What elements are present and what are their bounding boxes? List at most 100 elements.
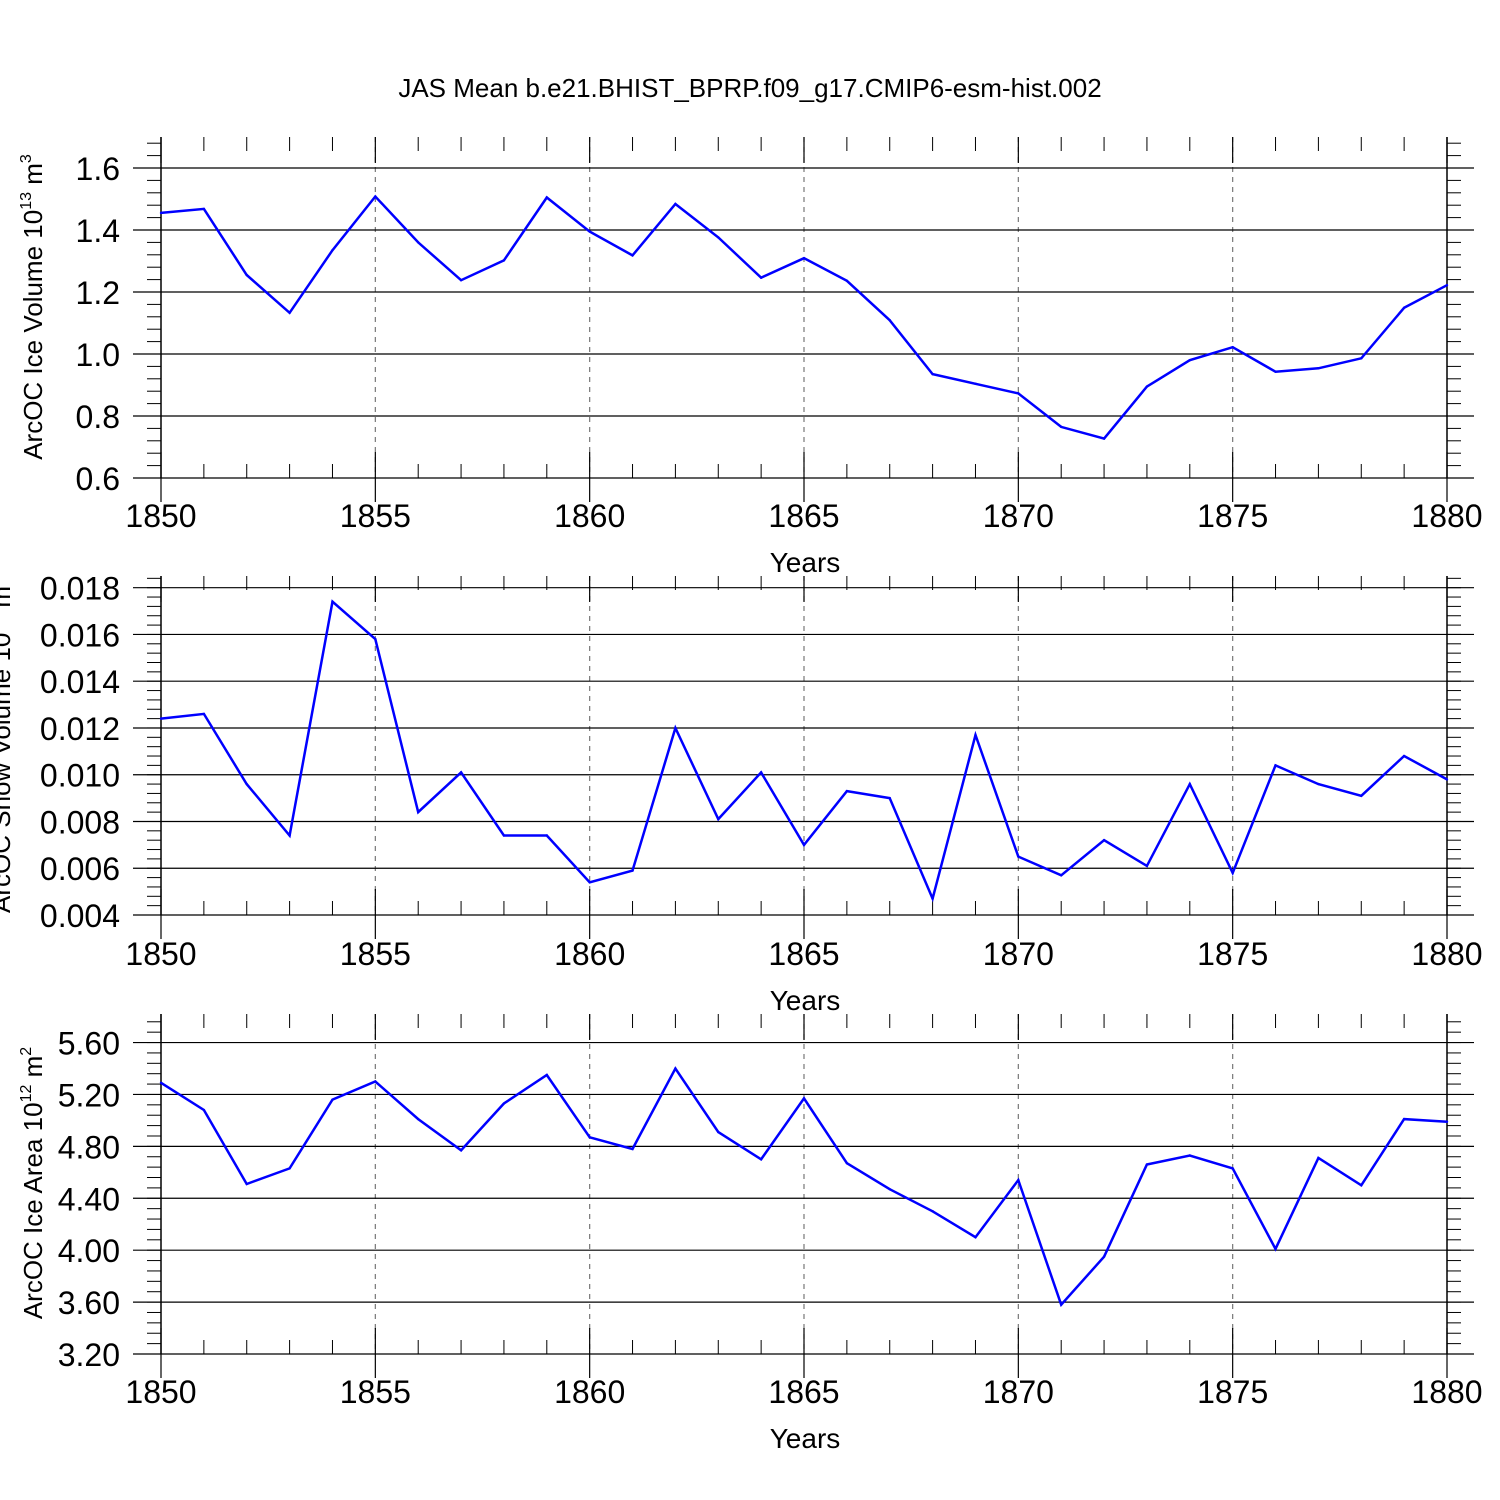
data-point [245, 782, 248, 786]
data-point [759, 771, 763, 774]
data-point [1017, 1178, 1020, 1182]
y-tick-label: 0.018 [40, 571, 120, 607]
data-point [1317, 367, 1320, 370]
x-tick-label: 1880 [1411, 498, 1482, 534]
data-point [631, 1147, 634, 1151]
data-point [1360, 1184, 1363, 1187]
y-tick-label: 0.010 [40, 758, 120, 794]
data-point [417, 810, 420, 814]
data-point [802, 1097, 806, 1100]
data-point [417, 241, 420, 244]
data-point [845, 789, 849, 793]
x-tick-label: 1870 [983, 936, 1054, 972]
y-tick-label: 4.00 [58, 1233, 120, 1269]
data-point [159, 717, 163, 720]
y-tick-label: 0.012 [40, 711, 120, 747]
data-point [1317, 1156, 1320, 1160]
data-point [545, 196, 548, 199]
data-point [1060, 1303, 1063, 1306]
y-axis-label-main: ArcOC Ice Volume 10 [18, 210, 48, 460]
data-point [374, 1080, 377, 1083]
x-tick-label: 1855 [340, 936, 411, 972]
data-point [717, 817, 720, 821]
data-point [1402, 754, 1406, 758]
data-point [502, 259, 506, 262]
data-point [888, 796, 891, 800]
data-point [974, 733, 977, 737]
data-point [1102, 437, 1106, 440]
x-tick-label: 1865 [768, 1374, 839, 1410]
data-point [459, 1149, 463, 1152]
y-tick-label: 4.80 [58, 1129, 120, 1165]
data-point [1445, 1120, 1449, 1123]
data-point [802, 843, 806, 847]
x-tick-label: 1870 [983, 1374, 1054, 1410]
x-tick-label: 1860 [554, 936, 625, 972]
y-tick-label: 3.20 [58, 1337, 120, 1373]
y-axis-label-exponent: 12 [18, 1085, 35, 1103]
x-tick-label: 1875 [1197, 1374, 1268, 1410]
data-point [717, 236, 720, 239]
data-point [1360, 794, 1363, 797]
y-axis-label-exponent: 13 [0, 615, 3, 633]
x-tick-label: 1880 [1411, 936, 1482, 972]
data-point [1274, 1247, 1277, 1251]
y-tick-label: 0.006 [40, 851, 120, 887]
x-axis-label: Years [770, 547, 841, 578]
data-point [331, 248, 334, 252]
data-point [1188, 359, 1192, 362]
data-point [545, 834, 548, 837]
data-point [288, 311, 291, 314]
data-point [202, 712, 206, 716]
data-point [417, 1117, 420, 1121]
data-point [631, 254, 634, 257]
data-point [245, 1182, 248, 1186]
data-point [888, 1187, 891, 1191]
panel-snow-volume: 0.004 0.006 0.008 0.010 0.012 0.014 0.016 0.018… [0, 571, 1483, 1016]
x-tick-label: 1855 [340, 498, 411, 534]
data-point [974, 1236, 977, 1239]
y-axis-label-unit: m [0, 586, 16, 615]
y-tick-label: 0.004 [40, 898, 120, 934]
y-tick-label: 0.014 [40, 664, 120, 700]
data-point [845, 279, 849, 283]
x-tick-label: 1875 [1197, 498, 1268, 534]
data-point [374, 195, 377, 198]
data-point [931, 1210, 934, 1213]
data-point [1445, 283, 1449, 287]
y-axis-label-unit: m [18, 163, 48, 192]
data-point [759, 1158, 763, 1161]
data-point [1445, 778, 1449, 781]
data-point [1060, 874, 1063, 877]
data-point [1317, 782, 1320, 786]
data-point [588, 881, 591, 884]
x-tick-label: 1875 [1197, 936, 1268, 972]
data-point [588, 230, 591, 233]
data-point [674, 202, 677, 206]
data-point [459, 771, 463, 774]
data-point [717, 1130, 720, 1134]
y-tick-label: 1.4 [76, 213, 120, 249]
data-point [1188, 782, 1192, 786]
x-axis-label: Years [770, 1423, 841, 1454]
y-tick-label: 5.20 [58, 1077, 120, 1113]
y-axis-label-unit-exponent: 2 [18, 1047, 35, 1056]
data-point [159, 1081, 163, 1084]
x-tick-label: 1850 [125, 1374, 196, 1410]
data-point [1231, 345, 1234, 349]
data-point [331, 1098, 334, 1101]
x-tick-label: 1865 [768, 498, 839, 534]
x-tick-label: 1870 [983, 498, 1054, 534]
y-axis-label-unit-exponent: 3 [0, 577, 3, 586]
data-point [502, 834, 506, 837]
data-point [202, 207, 206, 211]
data-point [674, 726, 677, 730]
data-point [588, 1136, 591, 1139]
x-tick-label: 1860 [554, 498, 625, 534]
y-tick-label: 0.8 [76, 399, 120, 435]
y-tick-label: 1.0 [76, 337, 120, 373]
data-point [202, 1108, 206, 1112]
data-point [502, 1102, 506, 1105]
panel-ice-area: 3.20 3.60 4.00 4.40 4.80 5.20 5.60 1850 1855 1860… [18, 1014, 1483, 1454]
